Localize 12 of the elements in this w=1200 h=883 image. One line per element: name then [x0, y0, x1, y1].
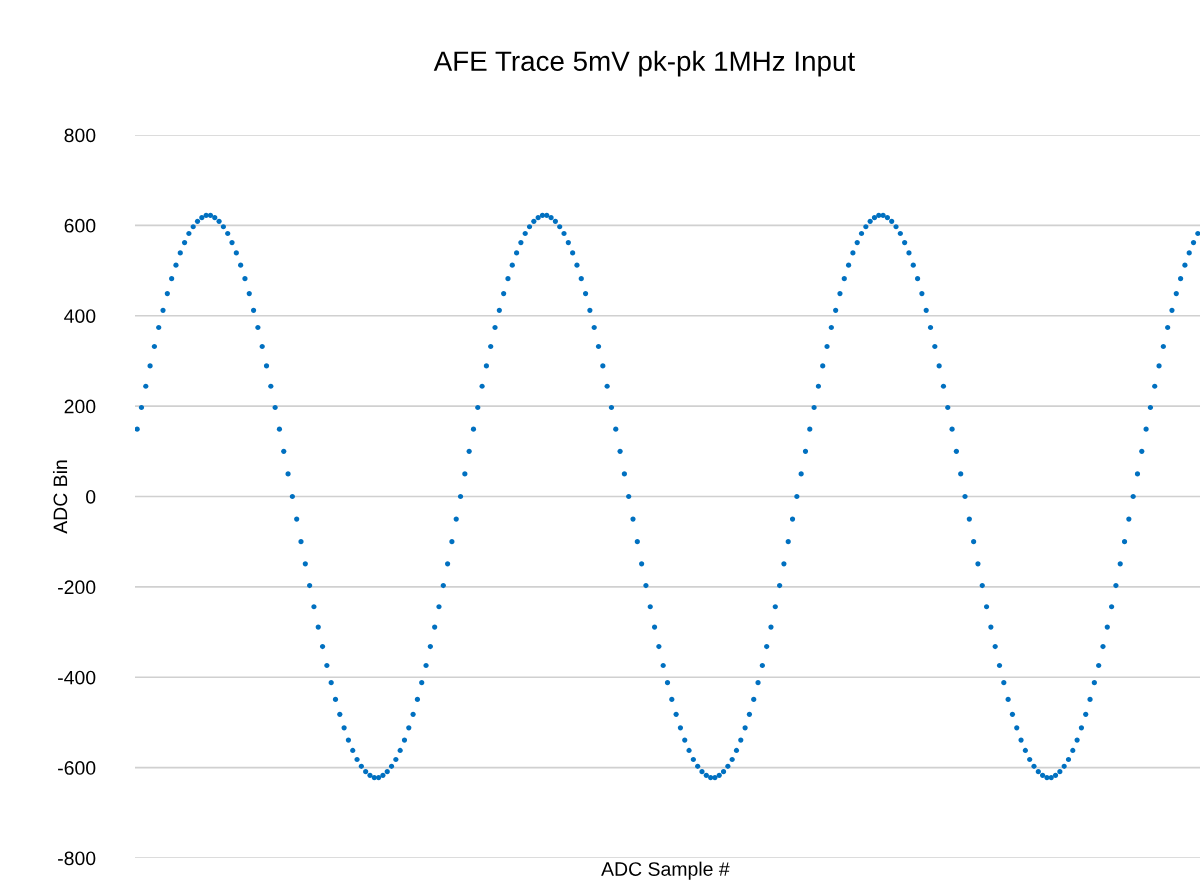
y-tick-label: 600 [64, 218, 96, 233]
y-tick-label: 400 [64, 309, 96, 323]
y-tick-label: -200 [58, 580, 96, 595]
y-tick-label: -400 [58, 670, 96, 685]
x-axis-title: ADC Sample # [601, 861, 730, 880]
y-axis-title: ADC Bin [52, 460, 68, 534]
y-tick-label: 0 [86, 489, 96, 504]
y-tick-label: -800 [58, 851, 96, 866]
y-tick-label: 800 [64, 128, 96, 143]
y-tick-label: 200 [64, 399, 96, 414]
chart-title: AFE Trace 5mV pk-pk 1MHz Input [433, 50, 855, 77]
y-tick-label: -600 [58, 761, 96, 775]
